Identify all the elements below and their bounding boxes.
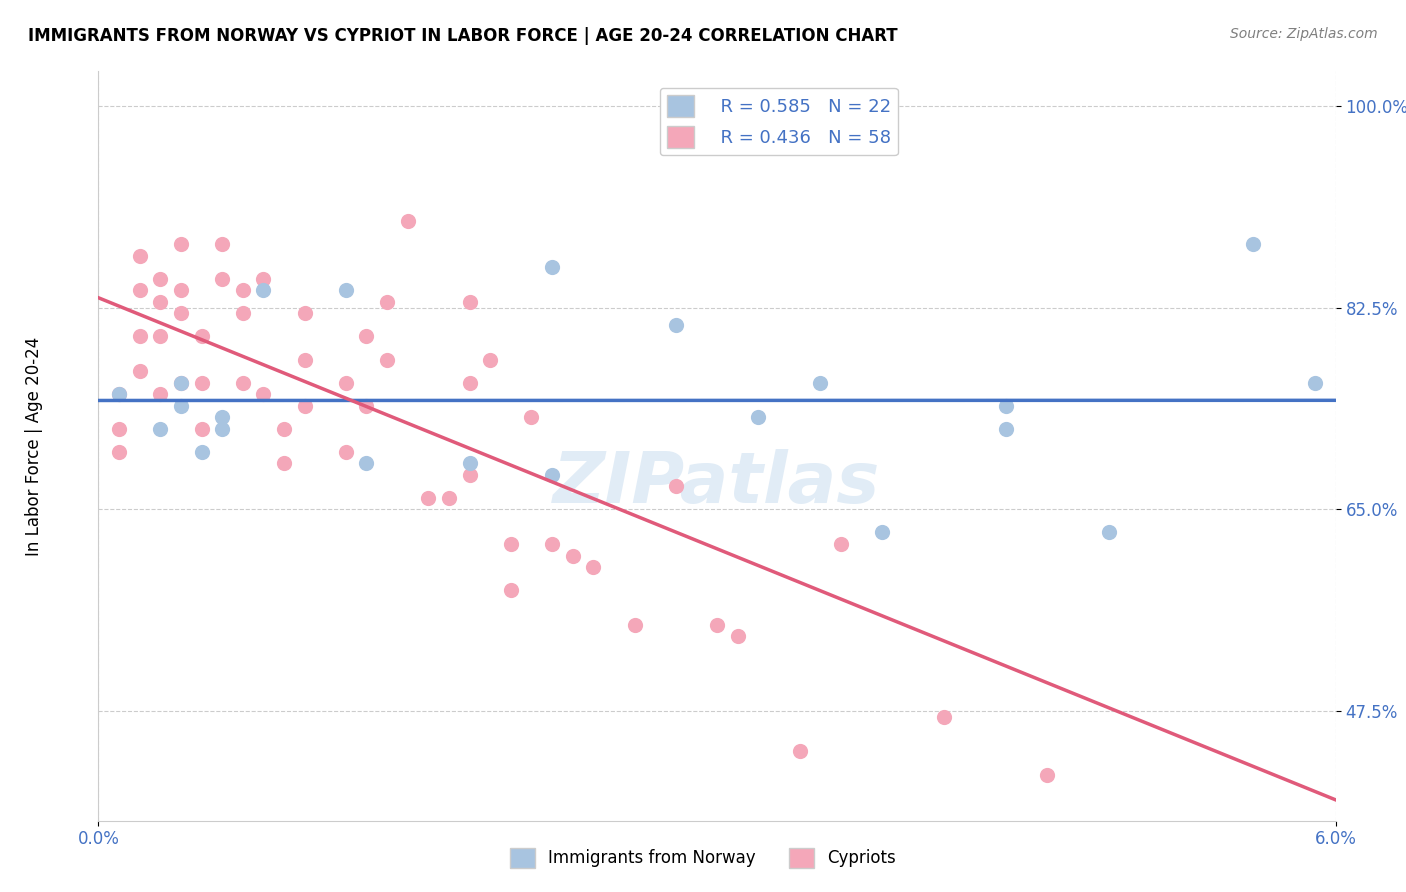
Point [356, 399, 378, 413]
Point [665, 479, 688, 493]
Point [170, 376, 193, 390]
Point [170, 306, 193, 320]
Point [541, 260, 564, 275]
Point [128, 329, 150, 343]
Point [458, 456, 481, 470]
Point [335, 284, 357, 298]
Point [789, 744, 811, 758]
Point [375, 294, 398, 309]
Point [727, 629, 749, 643]
Point [211, 272, 233, 286]
Point [356, 329, 378, 343]
Point [458, 467, 481, 482]
Point [149, 387, 172, 401]
Point [870, 525, 893, 540]
Point [170, 376, 193, 390]
Point [252, 272, 274, 286]
Point [170, 399, 193, 413]
Point [994, 422, 1017, 436]
Point [437, 491, 460, 505]
Text: ZIPatlas: ZIPatlas [554, 449, 880, 518]
Point [128, 364, 150, 378]
Point [149, 272, 172, 286]
Point [211, 422, 233, 436]
Point [768, 111, 790, 125]
Point [1303, 376, 1326, 390]
Point [458, 294, 481, 309]
Point [128, 249, 150, 263]
Point [1098, 525, 1121, 540]
Point [541, 537, 564, 551]
Point [520, 410, 543, 425]
Point [808, 376, 831, 390]
Point [190, 329, 212, 343]
Point [273, 456, 295, 470]
Point [418, 491, 440, 505]
Point [932, 710, 955, 724]
Point [1036, 767, 1059, 781]
Point [541, 467, 564, 482]
Point [211, 237, 233, 252]
Point [994, 399, 1017, 413]
Legend:   R = 0.585   N = 22,   R = 0.436   N = 58: R = 0.585 N = 22, R = 0.436 N = 58 [659, 88, 898, 155]
Point [335, 376, 357, 390]
Point [211, 410, 233, 425]
Point [479, 352, 502, 367]
Point [458, 376, 481, 390]
Point [170, 237, 193, 252]
Point [190, 444, 212, 458]
Point [252, 284, 274, 298]
Point [623, 617, 645, 632]
Point [252, 387, 274, 401]
Point [108, 387, 131, 401]
Point [499, 537, 522, 551]
Point [149, 294, 172, 309]
Point [294, 352, 316, 367]
Point [582, 560, 605, 574]
Point [128, 284, 150, 298]
Point [190, 376, 212, 390]
Y-axis label: In Labor Force | Age 20-24: In Labor Force | Age 20-24 [25, 336, 42, 556]
Point [561, 549, 583, 563]
Text: IMMIGRANTS FROM NORWAY VS CYPRIOT IN LABOR FORCE | AGE 20-24 CORRELATION CHART: IMMIGRANTS FROM NORWAY VS CYPRIOT IN LAB… [28, 27, 898, 45]
Point [375, 352, 398, 367]
Point [665, 318, 688, 332]
Point [499, 583, 522, 598]
Point [1241, 237, 1264, 252]
Legend: Immigrants from Norway, Cypriots: Immigrants from Norway, Cypriots [503, 841, 903, 875]
Point [396, 214, 419, 228]
Text: Source: ZipAtlas.com: Source: ZipAtlas.com [1230, 27, 1378, 41]
Point [190, 422, 212, 436]
Point [294, 399, 316, 413]
Point [170, 284, 193, 298]
Point [108, 387, 131, 401]
Point [335, 444, 357, 458]
Point [232, 284, 254, 298]
Point [149, 329, 172, 343]
Point [108, 444, 131, 458]
Point [108, 422, 131, 436]
Point [830, 537, 852, 551]
Point [294, 306, 316, 320]
Point [747, 410, 769, 425]
Point [232, 306, 254, 320]
Point [149, 422, 172, 436]
Point [232, 376, 254, 390]
Point [273, 422, 295, 436]
Point [356, 456, 378, 470]
Point [706, 617, 728, 632]
